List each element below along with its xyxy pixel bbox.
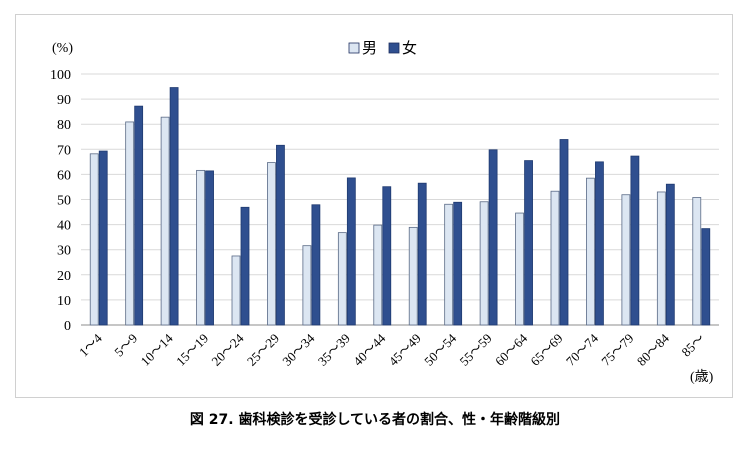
y-tick-label-90: 90 [57,93,71,108]
legend-label-2: 女 [402,39,417,57]
x-tick-label-16: 75～79 [598,331,636,369]
x-tick-label-13: 60～64 [492,330,531,369]
bar-female-15 [595,161,604,326]
bar-male-16 [621,194,631,326]
x-tick-label-2: 5～9 [111,331,140,360]
bar-male-8 [337,232,347,326]
bar-male-9 [373,224,383,326]
x-axis-unit-label: (歳) [690,369,714,385]
bar-chart: 0 10 20 30 40 50 60 70 80 90 100 (%) 男 女 1～4 5～910～1415… [50,39,719,385]
bar-female-14 [559,139,569,326]
y-tick-label-60: 60 [57,168,71,183]
bar-male-17 [656,191,666,326]
y-tick-label-20: 20 [57,269,71,284]
y-tick-label-0: 0 [64,319,71,334]
x-tick-label-12: 55～59 [457,331,495,369]
x-tick-label-1: 1～4 [76,330,105,359]
legend-label-1: 男 [362,39,377,57]
x-tick-label-5: 20～24 [208,330,247,369]
bar-female-10 [417,182,427,326]
y-tick-label-10: 10 [57,294,71,309]
x-tick-label-15: 70～74 [563,330,602,369]
bar-female-1 [98,150,108,326]
bar-male-18 [692,197,702,326]
x-tick-label-14: 65～69 [527,331,565,369]
legend-swatch-2 [388,42,400,54]
bar-female-11 [453,201,463,326]
bar-male-4 [196,169,205,326]
bar-female-8 [346,177,356,326]
y-tick-label-30: 30 [57,244,71,259]
y-tick-label-50: 50 [57,194,71,209]
x-tick-label-17: 80～84 [634,330,673,369]
bar-male-15 [586,177,595,326]
bar-male-10 [408,226,418,326]
bar-male-13 [515,212,524,326]
bar-female-13 [524,160,533,326]
y-axis-unit-label: (%) [52,41,73,56]
bar-female-3 [169,87,179,326]
bar-female-5 [240,206,250,326]
x-tick-label-4: 15～19 [173,331,211,369]
x-tick-label-11: 50～54 [421,330,460,369]
y-tick-label-80: 80 [57,118,71,133]
x-tick-label-10: 45～49 [386,331,424,369]
x-tick-label-18: 85～ [678,331,707,360]
bar-female-4 [205,170,214,326]
bar-female-16 [630,155,640,326]
x-tick-label-9: 40～44 [350,330,389,369]
figure-caption: 図 27. 歯科検診を受診している者の割合、性・年齢階級別 [189,412,561,428]
bar-female-9 [382,186,392,326]
bar-male-12 [479,201,489,326]
legend-swatch-1 [348,42,360,54]
y-tick-label-40: 40 [57,219,71,234]
bar-male-14 [550,190,560,326]
x-tick-label-8: 35～39 [315,331,353,369]
bar-female-2 [134,105,144,326]
bar-female-12 [488,149,498,326]
chart-frame: 0 10 20 30 40 50 60 70 80 90 100 (%) 男 女 1～4 5～9 10～14 15… [15,14,733,398]
bar-male-5 [231,255,241,326]
bar-male-7 [302,245,312,326]
bar-male-11 [444,203,454,326]
bar-female-7 [311,204,321,326]
bar-male-2 [125,121,135,326]
bar-female-18 [701,228,711,326]
bar-male-1 [89,153,99,326]
y-tick-label-100: 100 [50,68,71,83]
x-tick-label-7: 30～34 [279,330,318,369]
bar-male-6 [267,162,276,326]
bar-male-3 [160,116,170,326]
bar-female-6 [276,144,285,326]
x-tick-label-6: 25～29 [244,331,282,369]
y-tick-label-70: 70 [57,143,71,158]
bar-female-17 [665,183,675,326]
x-tick-label-3: 10～14 [138,330,177,369]
